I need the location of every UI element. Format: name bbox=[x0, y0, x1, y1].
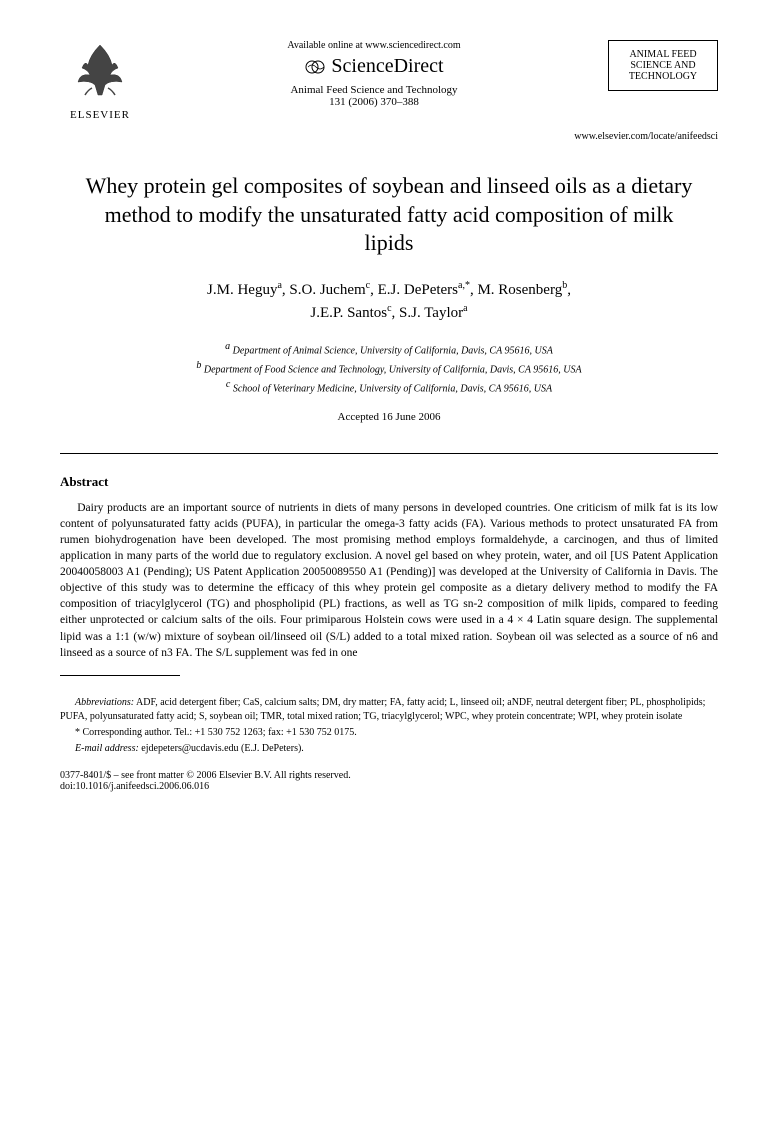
accepted-date: Accepted 16 June 2006 bbox=[60, 411, 718, 423]
affiliation-a: Department of Animal Science, University… bbox=[233, 345, 553, 356]
corresponding-author-footnote: * Corresponding author. Tel.: +1 530 752… bbox=[60, 726, 718, 740]
header-row: ELSEVIER Available online at www.science… bbox=[60, 40, 718, 121]
author-5: J.E.P. Santos bbox=[310, 305, 387, 321]
affiliation-b: Department of Food Science and Technolog… bbox=[204, 364, 582, 375]
abstract-body: Dairy products are an important source o… bbox=[60, 500, 718, 661]
authors: J.M. Heguya, S.O. Juchemc, E.J. DePeters… bbox=[60, 278, 718, 325]
footnotes: Abbreviations: ADF, acid detergent fiber… bbox=[60, 696, 718, 756]
divider bbox=[60, 453, 718, 454]
abstract-heading: Abstract bbox=[60, 474, 718, 490]
doi[interactable]: doi:10.1016/j.anifeedsci.2006.06.016 bbox=[60, 781, 718, 792]
footnote-divider bbox=[60, 675, 180, 676]
copyright-line1: 0377-8401/$ – see front matter © 2006 El… bbox=[60, 770, 718, 781]
sciencedirect-logo: ScienceDirect bbox=[160, 55, 588, 78]
affiliation-c: School of Veterinary Medicine, Universit… bbox=[233, 384, 552, 395]
center-header: Available online at www.sciencedirect.co… bbox=[140, 40, 608, 108]
journal-url[interactable]: www.elsevier.com/locate/anifeedsci bbox=[60, 131, 718, 142]
sciencedirect-text: ScienceDirect bbox=[331, 55, 443, 77]
journal-reference: Animal Feed Science and Technology 131 (… bbox=[160, 84, 588, 108]
author-6: S.J. Taylor bbox=[399, 305, 463, 321]
sciencedirect-icon bbox=[304, 56, 326, 78]
article-title: Whey protein gel composites of soybean a… bbox=[80, 172, 698, 258]
elsevier-tree-icon bbox=[70, 40, 130, 100]
author-4: M. Rosenberg bbox=[477, 282, 562, 298]
affiliations: a Department of Animal Science, Universi… bbox=[60, 339, 718, 397]
available-online-text: Available online at www.sciencedirect.co… bbox=[160, 40, 588, 51]
copyright: 0377-8401/$ – see front matter © 2006 El… bbox=[60, 770, 718, 792]
author-3: E.J. DePeters bbox=[378, 282, 458, 298]
author-1: J.M. Heguy bbox=[207, 282, 277, 298]
elsevier-logo: ELSEVIER bbox=[60, 40, 140, 121]
elsevier-text: ELSEVIER bbox=[60, 109, 140, 121]
journal-box: ANIMAL FEED SCIENCE AND TECHNOLOGY bbox=[608, 40, 718, 91]
email-footnote: E-mail address: ejdepeters@ucdavis.edu (… bbox=[60, 742, 718, 756]
abbreviations-footnote: Abbreviations: ADF, acid detergent fiber… bbox=[60, 696, 718, 724]
author-2: S.O. Juchem bbox=[289, 282, 365, 298]
